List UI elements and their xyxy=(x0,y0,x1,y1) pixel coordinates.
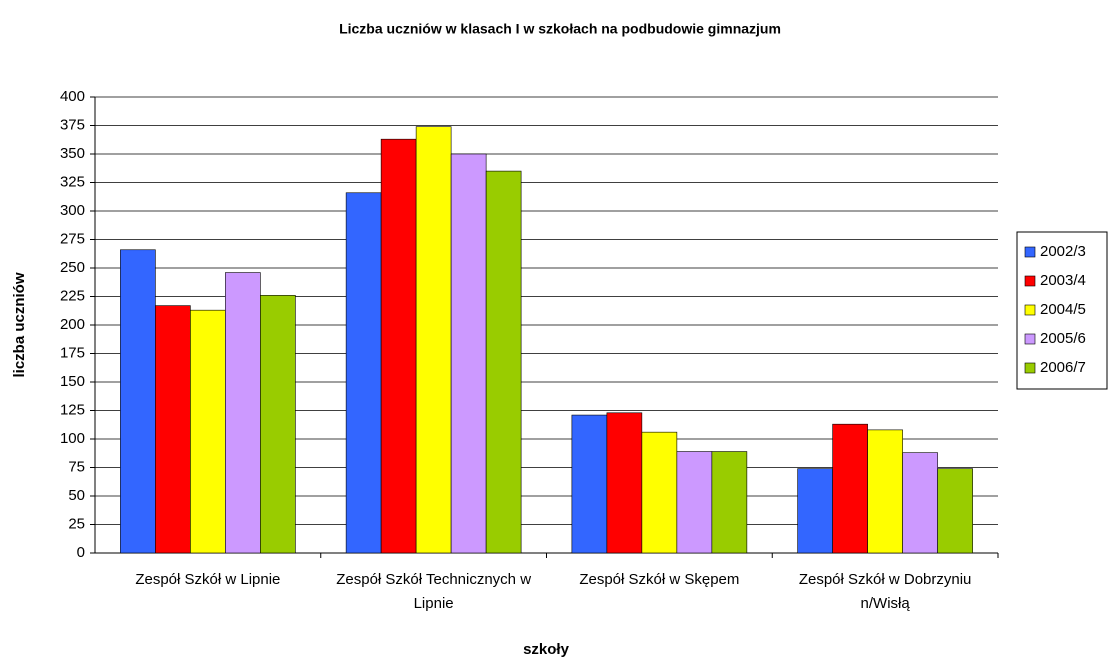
y-tick-label: 75 xyxy=(68,458,85,475)
legend-label: 2002/3 xyxy=(1040,243,1086,260)
chart-title: Liczba uczniów w klasach I w szkołach na… xyxy=(339,21,781,37)
bar xyxy=(641,431,678,554)
bar xyxy=(676,451,713,554)
bar xyxy=(120,249,156,554)
bar xyxy=(937,468,973,554)
x-tick-label: Zespół Szkół w Skępem xyxy=(579,571,740,588)
x-tick-label: Zespół Szkół w Lipnie xyxy=(135,571,281,588)
bar xyxy=(867,429,903,554)
bar xyxy=(225,272,261,554)
bar xyxy=(485,170,522,554)
bar xyxy=(345,192,382,554)
bar xyxy=(450,153,487,554)
legend-swatch xyxy=(1024,275,1036,287)
x-tick-label: Zespół Szkół w Dobrzyniu n/Wisłą xyxy=(798,571,972,612)
y-tick-label: 200 xyxy=(60,316,85,333)
y-tick-label: 325 xyxy=(60,173,85,190)
bar xyxy=(155,305,191,554)
bar xyxy=(260,295,296,554)
bar xyxy=(571,414,608,554)
bar xyxy=(415,126,452,554)
y-tick-label: 275 xyxy=(60,230,85,247)
bar xyxy=(711,451,748,554)
y-tick-label: 400 xyxy=(60,88,85,105)
legend-label: 2005/6 xyxy=(1040,330,1086,347)
legend-swatch xyxy=(1024,362,1036,374)
y-tick-label: 225 xyxy=(60,287,85,304)
bar xyxy=(190,309,226,554)
legend-swatch xyxy=(1024,304,1036,316)
x-tick-label: Zespół Szkół Technicznych w Lipnie xyxy=(336,571,532,612)
legend-label: 2006/7 xyxy=(1040,359,1086,376)
y-tick-label: 125 xyxy=(60,401,85,418)
y-tick-label: 175 xyxy=(60,344,85,361)
legend-label: 2003/4 xyxy=(1040,272,1086,289)
y-tick-label: 250 xyxy=(60,259,85,276)
y-tick-label: 0 xyxy=(77,544,85,561)
x-axis-title: szkoły xyxy=(523,641,570,658)
legend-swatch xyxy=(1024,333,1036,345)
y-tick-label: 100 xyxy=(60,430,85,447)
bar xyxy=(902,452,938,554)
y-tick-label: 25 xyxy=(68,515,85,532)
y-tick-label: 50 xyxy=(68,487,85,504)
bar xyxy=(797,468,833,554)
bar xyxy=(380,138,417,554)
y-tick-label: 300 xyxy=(60,202,85,219)
y-axis-title: liczba uczniów xyxy=(11,272,28,377)
bar xyxy=(832,423,868,554)
bar xyxy=(606,412,643,554)
y-tick-label: 350 xyxy=(60,145,85,162)
legend-label: 2004/5 xyxy=(1040,301,1086,318)
y-tick-label: 150 xyxy=(60,373,85,390)
legend-swatch xyxy=(1024,246,1036,258)
y-tick-label: 375 xyxy=(60,116,85,133)
